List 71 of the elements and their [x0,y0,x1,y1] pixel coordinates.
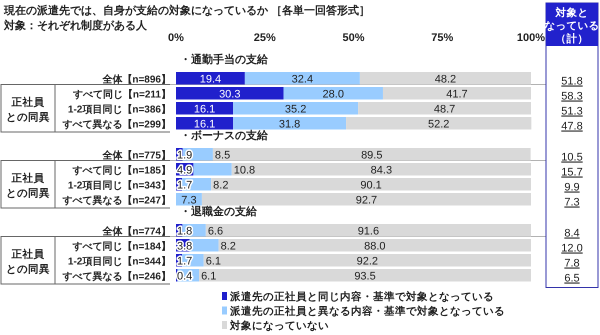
text: 51.3 [561,106,583,118]
x-tick-label: 0% [168,32,184,44]
legend-label: 対象になっていない [229,319,329,332]
text: 9.9 [564,182,580,194]
x-tick-label: 25% [254,32,276,44]
text: 58.3 [561,90,583,102]
text: 正社員との同異 [6,247,50,276]
data-label: 91.6 [358,226,380,238]
data-label: 8.2 [220,240,236,252]
text: 7.8 [564,258,580,270]
x-tick-label: 50% [342,32,365,44]
text: 対象：それぞれ制度がある人 [3,19,148,32]
data-label: 30.3 [219,88,240,100]
data-label: 16.1 [194,118,216,130]
data-label: 52.2 [428,118,450,130]
y-tick-label: すべて同じ【n=185】 [71,164,171,176]
text: 51.8 [561,76,583,88]
data-label: 8.5 [214,150,230,162]
y-tick-label: すべて異なる【n=247】 [61,194,171,206]
legend-label: 派遣先の正社員と異なる内容・基準で対象となっている [229,304,505,318]
text: 12.0 [561,242,583,254]
data-label: 16.1 [194,104,216,116]
data-label: 41.7 [446,88,468,100]
text: 正社員との同異 [6,95,50,124]
annotation: ・ボーナスの支給 [180,129,269,142]
data-label: 10.8 [234,164,256,176]
data-label: 88.0 [364,240,386,252]
data-label: 84.3 [370,164,392,176]
data-label: 6.6 [208,226,224,238]
text: 7.3 [564,196,580,208]
chart-title: 現在の派遣先では、自身が支給の対象になっているか ［各単一回答形式］ [3,4,370,17]
data-label: 8.2 [213,180,228,192]
text: 正社員との同異 [6,171,50,200]
y-tick-label: すべて同じ【n=211】 [72,88,171,100]
data-label: 0.4 [177,270,192,282]
text: 対象となっている（計） [544,6,600,45]
data-label: 6.1 [201,270,216,282]
data-label: 93.5 [354,270,376,282]
data-label: 89.5 [361,150,382,162]
data-label: 92.2 [356,256,378,268]
data-label: 48.2 [434,74,456,86]
y-tick-label: すべて同じ【n=184】 [71,240,171,252]
y-tick-label: 全体【n=896】 [101,74,171,86]
data-label: 28.0 [322,88,344,100]
text: 6.5 [564,272,580,284]
text: 10.5 [561,152,583,164]
text: ・通勤手当の支給 [180,53,269,66]
y-tick-label: すべて異なる【n=299】 [61,118,171,130]
annotation: ・退職金の支給 [180,205,258,218]
y-tick-label: 1-2項目同じ【n=344】 [68,256,171,268]
data-label: 31.8 [278,118,300,130]
y-tick-label: 1-2項目同じ【n=386】 [68,104,171,116]
data-label: 48.7 [434,104,456,116]
x-tick-label: 100% [516,32,546,44]
text: 8.4 [564,228,580,240]
y-tick-label: 全体【n=775】 [101,150,171,162]
data-label: 19.4 [200,74,222,86]
data-label: 4.9 [177,164,192,176]
y-tick-label: 全体【n=774】 [101,226,171,238]
data-label: 35.2 [284,104,306,116]
y-tick-label: すべて異なる【n=246】 [61,270,171,282]
data-label: 7.3 [181,194,197,206]
text: 15.7 [561,166,583,178]
data-label: 6.1 [206,256,221,268]
data-label: 32.4 [292,74,314,86]
legend-label: 派遣先の正社員と同じ内容・基準で対象となっている [229,290,494,303]
text: 47.8 [561,120,583,132]
data-label: 92.7 [356,194,378,206]
x-tick-label: 75% [431,32,454,44]
data-label: 90.1 [360,180,382,192]
y-tick-label: 1-2項目同じ【n=343】 [68,180,171,192]
